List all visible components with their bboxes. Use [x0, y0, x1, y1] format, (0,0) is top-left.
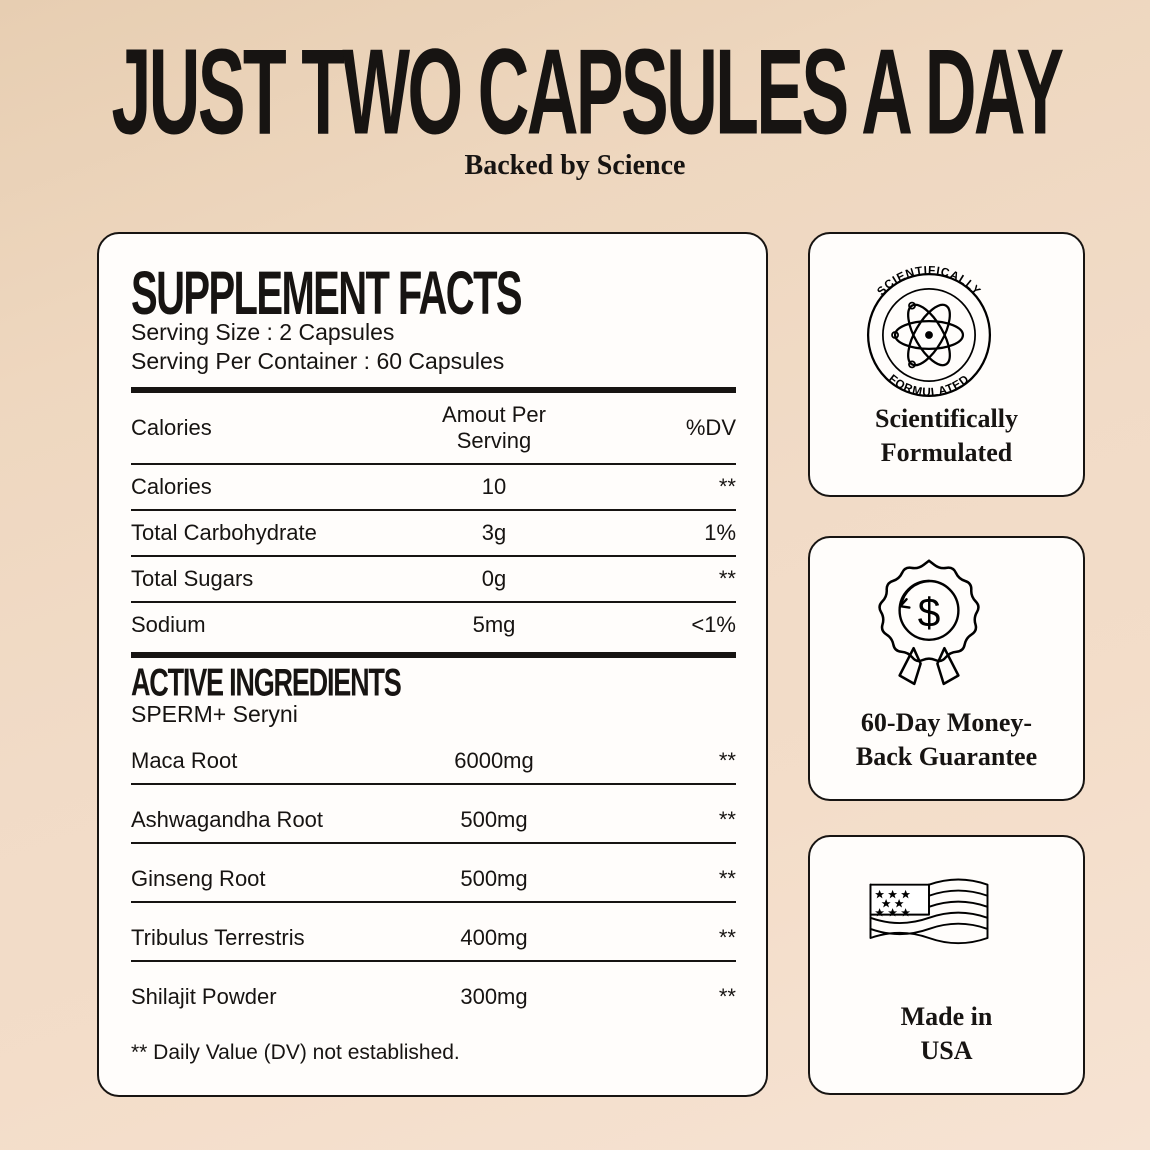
svg-text:SCIENTIFICALLY: SCIENTIFICALLY — [875, 264, 984, 298]
svg-text:FORMULATED: FORMULATED — [886, 372, 972, 399]
svg-text:$: $ — [918, 590, 941, 636]
